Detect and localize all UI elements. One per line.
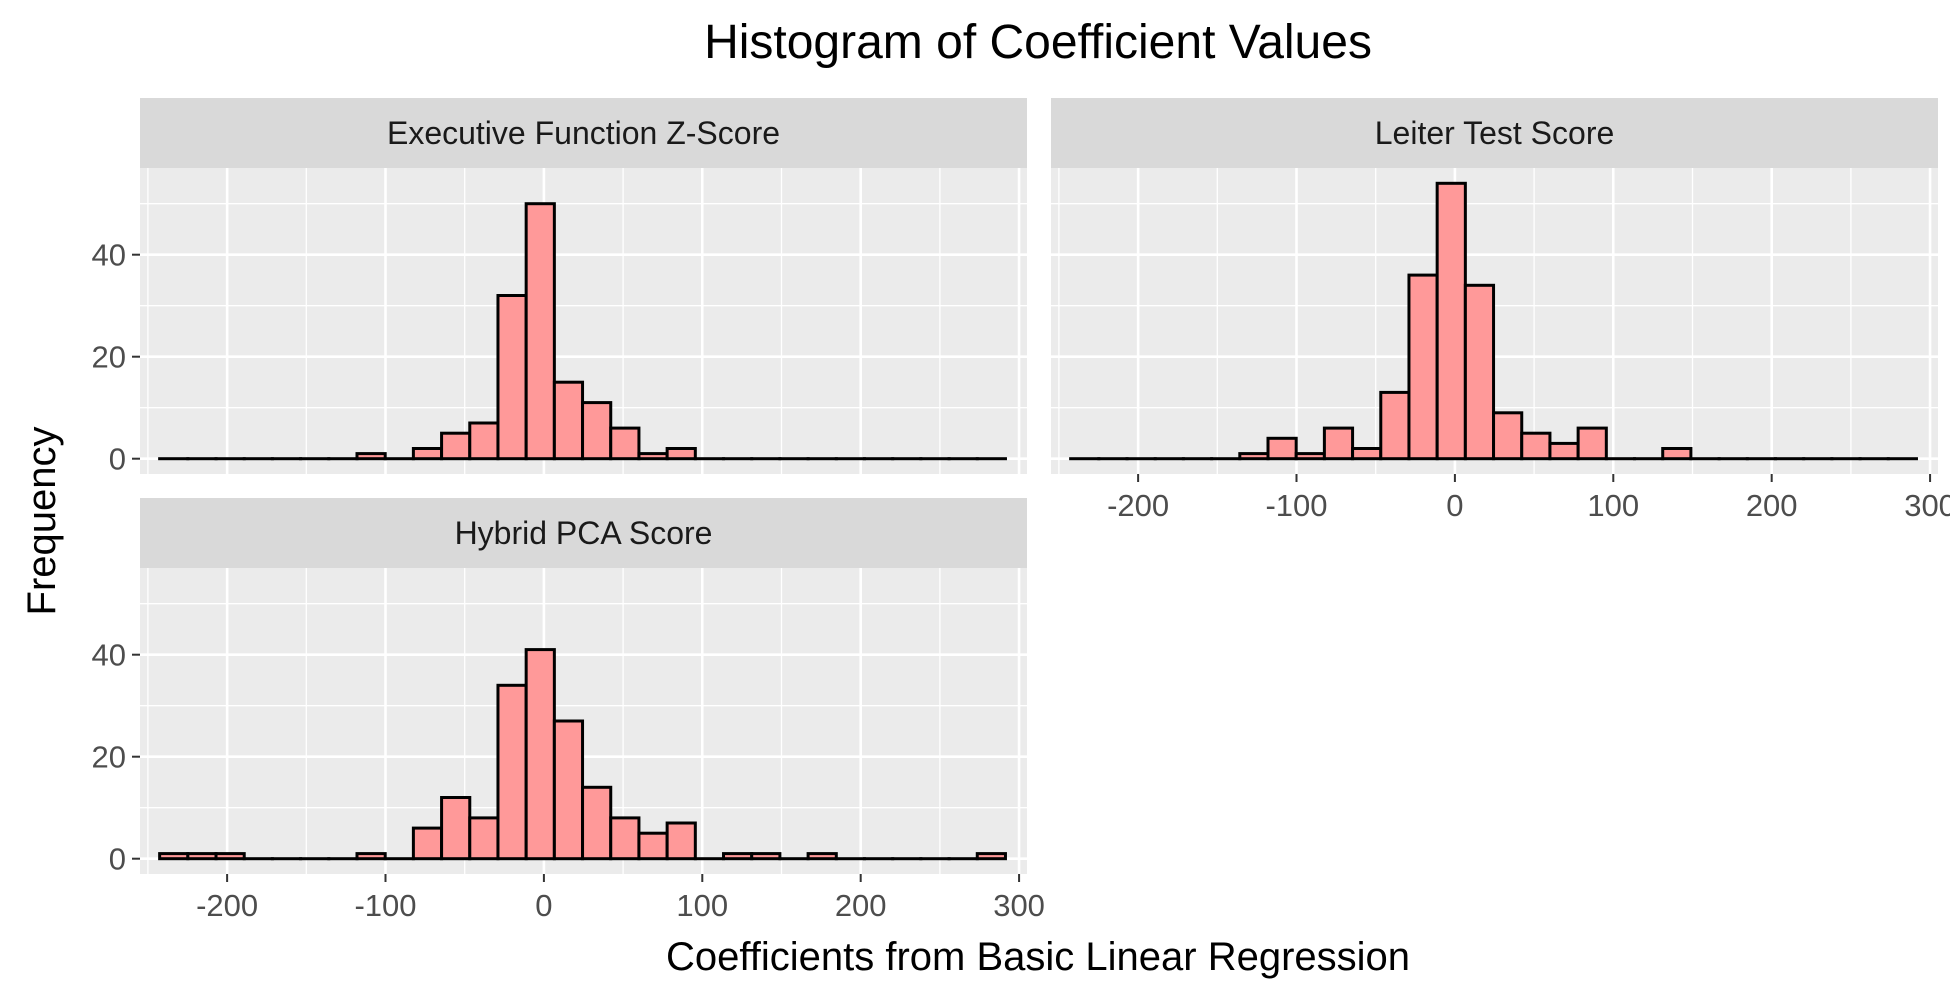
histogram-bar — [355, 452, 387, 461]
x-axis-label: Coefficients from Basic Linear Regressio… — [666, 935, 1410, 979]
histogram-bar — [1548, 441, 1580, 461]
x-tick-label: 100 — [676, 888, 728, 923]
x-tick-label: -100 — [354, 888, 416, 923]
histogram-bar — [411, 447, 444, 461]
histogram-bar — [496, 294, 528, 461]
histogram-bar — [524, 648, 556, 861]
histogram-bar — [1407, 273, 1439, 461]
histogram-bar — [158, 852, 190, 861]
facet-strip-label: Executive Function Z-Score — [387, 115, 780, 151]
y-axis-label: Frequency — [20, 427, 64, 616]
histogram-bar — [1463, 283, 1496, 461]
histogram-bar — [1492, 411, 1524, 461]
y-tick-label: 20 — [92, 740, 126, 775]
x-tick-label: 300 — [1904, 488, 1950, 523]
histogram-bar — [722, 852, 754, 861]
x-tick-label: -100 — [1265, 488, 1327, 523]
histogram-bar — [665, 821, 697, 861]
histogram-bar — [440, 796, 472, 861]
histogram-bar — [440, 431, 472, 461]
histogram-bar — [581, 785, 613, 861]
histogram-bar — [468, 816, 500, 861]
histogram-bar — [1435, 181, 1467, 461]
histogram-bar — [1379, 390, 1411, 461]
x-tick-label: 0 — [1446, 488, 1463, 523]
histogram-bar — [552, 380, 585, 461]
histogram-bar — [581, 401, 613, 461]
facet-panel: Hybrid PCA Score 0 20 40 -200 -100 0 100 200 300 — [92, 498, 1045, 923]
histogram-bar — [411, 826, 444, 861]
facet-strip — [1051, 98, 1938, 168]
facet-strip — [140, 498, 1027, 568]
facet-strip-label: Leiter Test Score — [1375, 115, 1615, 151]
histogram-bar — [609, 816, 641, 861]
histogram-bar — [665, 447, 697, 461]
histogram-bar — [750, 852, 782, 861]
histogram-bar — [355, 852, 387, 861]
facet-panel: Executive Function Z-Score 0 20 40 — [92, 98, 1027, 477]
facet-panel: Leiter Test Score -200 -100 0 100 200 300 — [1051, 98, 1950, 523]
histogram-bar — [1520, 431, 1552, 461]
histogram-bar — [214, 852, 246, 861]
histogram-bar — [1266, 436, 1298, 461]
histogram-bar — [552, 719, 585, 861]
histogram-bar — [1322, 426, 1355, 461]
x-tick-label: 100 — [1587, 488, 1639, 523]
histogram-bar — [975, 852, 1007, 861]
histogram-bar — [1661, 447, 1693, 461]
histogram-bar — [524, 202, 556, 461]
histogram-bar — [186, 852, 218, 861]
y-tick-label: 0 — [109, 842, 126, 877]
histogram-bar — [806, 852, 838, 861]
histogram-bar — [1351, 447, 1383, 461]
histogram-bar — [496, 683, 528, 861]
facet-strip-label: Hybrid PCA Score — [455, 515, 713, 551]
histogram-bar — [609, 426, 641, 461]
histogram-bar — [1238, 452, 1270, 461]
histogram-bar — [637, 452, 669, 461]
histogram-bar — [468, 421, 500, 461]
x-tick-label: -200 — [1107, 488, 1169, 523]
y-tick-label: 40 — [92, 638, 126, 673]
histogram-bar — [1576, 426, 1608, 461]
x-tick-label: 0 — [535, 888, 552, 923]
x-tick-label: 200 — [835, 888, 887, 923]
x-tick-label: -200 — [196, 888, 258, 923]
x-tick-label: 300 — [993, 888, 1045, 923]
histogram-bar — [637, 831, 669, 861]
y-tick-label: 40 — [92, 238, 126, 273]
chart-title: Histogram of Coefficient Values — [704, 16, 1372, 69]
facet-strip — [140, 98, 1027, 168]
histogram-bar — [1294, 452, 1326, 461]
y-tick-label: 0 — [109, 442, 126, 477]
y-tick-label: 20 — [92, 340, 126, 375]
facet-panels: Executive Function Z-Score 0 20 40 Leiter Te… — [92, 98, 1950, 923]
x-tick-label: 200 — [1746, 488, 1798, 523]
